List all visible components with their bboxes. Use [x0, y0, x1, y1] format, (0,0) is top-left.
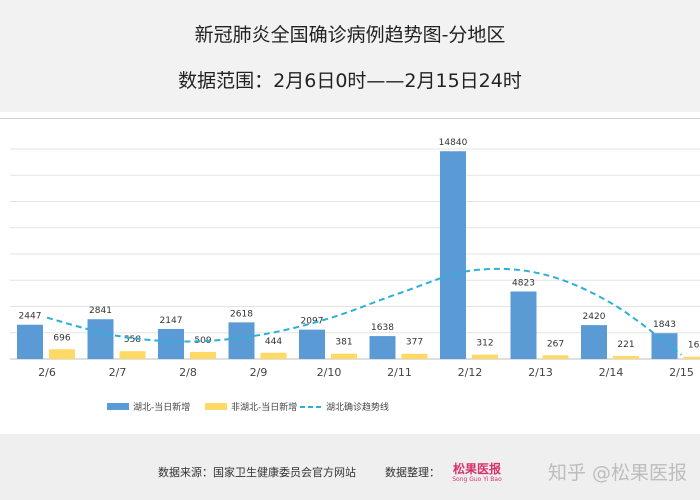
non-hubei-bar-label: 312	[476, 339, 493, 349]
non-hubei-bar-label: 696	[53, 333, 70, 343]
hubei-bar-label: 2618	[230, 309, 253, 319]
non-hubei-bar-label: 558	[124, 335, 141, 345]
non-hubei-bar-label: 509	[194, 336, 211, 346]
non-hubei-bar	[190, 351, 216, 359]
footer: 数据来源：国家卫生健康委员会官方网站 数据整理： 松果医报 Song Guo Y…	[0, 434, 700, 500]
legend-label-hubei: 湖北-当日新增	[133, 401, 190, 413]
hubei-bar	[651, 333, 678, 359]
hubei-bar-label: 2420	[583, 312, 606, 322]
hubei-bar-label: 1638	[371, 323, 394, 333]
legend-label-non-hubei: 非湖北-当日新增	[231, 401, 297, 413]
data-organizer-label: 数据整理：	[385, 466, 440, 479]
hubei-bar	[581, 325, 607, 359]
hubei-bar	[299, 329, 325, 359]
hubei-bar-label: 2447	[19, 312, 42, 322]
non-hubei-bar	[260, 352, 287, 359]
chart-header: 新冠肺炎全国确诊病例趋势图-分地区 数据范围：2月6日0时——2月15日24时	[0, 0, 700, 112]
x-tick-label: 2/14	[599, 366, 624, 379]
x-tick-label: 2/9	[250, 366, 268, 379]
hubei-bar-label: 2097	[301, 317, 324, 327]
hubei-bar-label: 2147	[160, 316, 183, 326]
non-hubei-bar	[119, 351, 146, 359]
x-tick-label: 2/10	[317, 366, 342, 379]
x-tick-label: 2/13	[528, 366, 553, 379]
legend-label-trend: 湖北确诊趋势线	[326, 401, 389, 413]
bar-chart: 2447 696 2/6 2841 558 2/7 2147 509 2/8 2618 444 2/9…	[10, 138, 700, 413]
hubei-bar-label: 2841	[89, 306, 112, 316]
legend-swatch-hubei	[107, 403, 129, 410]
hubei-bar	[369, 336, 396, 359]
data-source-text: 数据来源：国家卫生健康委员会官方网站	[158, 466, 356, 479]
hubei-bar-label: 4823	[512, 278, 535, 288]
chart-title: 新冠肺炎全国确诊病例趋势图-分地区	[194, 24, 506, 46]
logo-text: 松果医报	[452, 462, 501, 476]
chart-subtitle: 数据范围：2月6日0时——2月15日24时	[178, 70, 522, 92]
hubei-bar	[228, 322, 255, 359]
logo-subtext: Song Guo Yi Bao	[452, 476, 502, 483]
chart-panel: 2447 696 2/6 2841 558 2/7 2147 509 2/8 2618 444 2/9…	[0, 118, 700, 434]
publisher-logo: 松果医报 Song Guo Yi Bao	[446, 456, 508, 486]
non-hubei-bar	[49, 349, 75, 359]
non-hubei-bar	[472, 354, 498, 359]
x-tick-label: 2/11	[387, 366, 412, 379]
hubei-bar	[17, 324, 43, 359]
hubei-bar	[87, 319, 114, 359]
x-tick-label: 2/15	[669, 366, 694, 379]
hubei-bar-label: 1843	[653, 320, 676, 330]
non-hubei-bar	[401, 353, 428, 359]
x-tick-label: 2/7	[109, 366, 127, 379]
hubei-trend-line	[46, 267, 683, 356]
non-hubei-bar	[331, 353, 357, 359]
x-tick-label: 2/6	[38, 366, 56, 379]
x-tick-label: 2/8	[179, 366, 197, 379]
non-hubei-bar-label: 377	[406, 338, 423, 348]
non-hubei-bar-label: 221	[617, 340, 634, 350]
non-hubei-bar-label: 267	[547, 339, 564, 349]
non-hubei-bar	[683, 356, 700, 359]
hubei-bar	[440, 151, 466, 359]
non-hubei-bar-label: 381	[335, 338, 352, 348]
non-hubei-bar-label: 444	[265, 337, 282, 347]
non-hubei-bar-label: 166	[688, 341, 700, 351]
x-tick-label: 2/12	[458, 366, 483, 379]
hubei-bar	[510, 291, 537, 359]
non-hubei-bar	[542, 355, 569, 359]
non-hubei-bar	[613, 355, 639, 359]
hubei-bar	[158, 328, 184, 359]
hubei-bar-label: 14840	[439, 138, 468, 148]
zhihu-watermark: 知乎 @松果医报	[548, 462, 688, 484]
legend-swatch-non-hubei	[205, 403, 227, 410]
